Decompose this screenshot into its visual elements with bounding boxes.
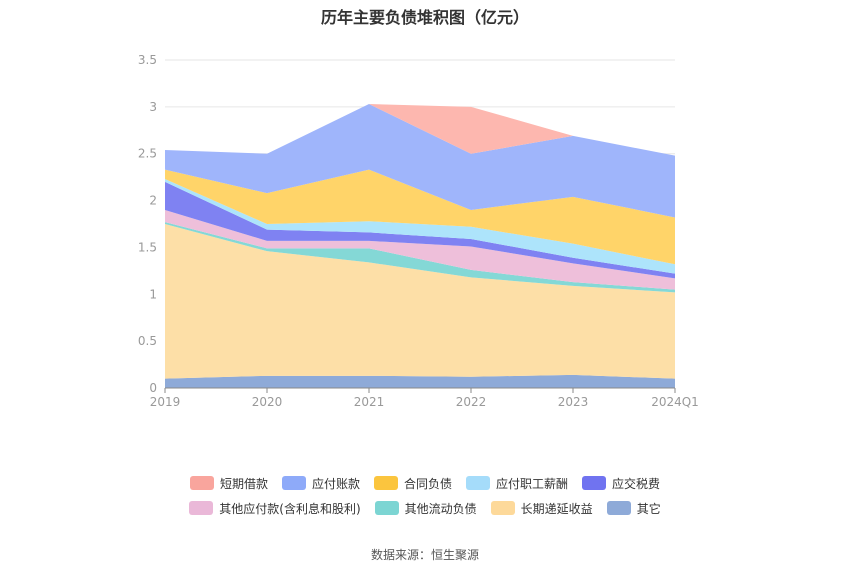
area-series xyxy=(165,104,675,218)
legend-swatch xyxy=(189,476,214,490)
legend-item[interactable]: 其他流动负债 xyxy=(374,500,477,517)
x-tick-label: 2022 xyxy=(456,395,487,409)
x-tick-label: 2019 xyxy=(150,395,181,409)
legend-row: 其他应付款(含利息和股利) 其他流动负债 长期递延收益 其它 xyxy=(0,497,850,519)
legend-swatch xyxy=(582,476,607,490)
legend-item[interactable]: 应付职工薪酬 xyxy=(466,475,568,492)
legend-swatch xyxy=(189,501,214,515)
x-tick-label: 2024Q1 xyxy=(651,395,699,409)
legend-label: 其他流动负债 xyxy=(404,501,477,516)
legend-swatch xyxy=(281,476,306,490)
legend-swatch xyxy=(373,476,398,490)
legend-label: 应付职工薪酬 xyxy=(496,476,569,491)
y-tick-label: 2 xyxy=(149,194,157,208)
legend-label: 应付账款 xyxy=(311,476,360,491)
chart-title: 历年主要负债堆积图（亿元） xyxy=(320,8,529,27)
x-tick-label: 2023 xyxy=(558,395,589,409)
area-series xyxy=(165,104,675,156)
area-series xyxy=(165,169,675,265)
y-tick-label: 1.5 xyxy=(138,240,157,254)
chart-legend: 短期借款 应付账款 合同负债 应付职工薪酬 应交税费 其他应付款(含利息和股利) 其他流动… xyxy=(0,472,850,522)
legend-item[interactable]: 应付账款 xyxy=(281,475,360,492)
legend-swatch xyxy=(606,501,631,515)
x-tick-label: 2021 xyxy=(354,395,385,409)
legend-item[interactable]: 其他应付款(含利息和股利) xyxy=(189,500,361,517)
area-series xyxy=(165,224,675,379)
legend-label: 其他应付款(含利息和股利) xyxy=(219,501,361,516)
area-series xyxy=(165,209,675,290)
data-source: 数据来源：恒生聚源 xyxy=(370,548,479,562)
legend-item[interactable]: 应交税费 xyxy=(582,475,660,492)
area-series xyxy=(165,374,675,388)
x-tick-label: 2020 xyxy=(252,395,283,409)
legend-swatch xyxy=(374,501,399,515)
legend-label: 其它 xyxy=(636,501,661,516)
y-tick-label: 3.5 xyxy=(138,53,157,67)
y-tick-label: 0.5 xyxy=(138,334,157,348)
y-tick-label: 3 xyxy=(149,100,157,114)
area-series xyxy=(165,181,675,279)
legend-label: 合同负债 xyxy=(403,476,452,491)
legend-swatch xyxy=(490,501,515,515)
legend-label: 短期借款 xyxy=(219,476,268,491)
y-tick-label: 0 xyxy=(149,381,157,395)
legend-item[interactable]: 合同负债 xyxy=(373,475,452,492)
legend-swatch xyxy=(466,476,490,490)
area-series xyxy=(165,179,675,274)
y-tick-label: 2.5 xyxy=(138,147,157,161)
legend-label: 长期递延收益 xyxy=(520,501,593,516)
legend-row: 短期借款 应付账款 合同负债 应付职工薪酬 应交税费 xyxy=(0,472,850,494)
legend-label: 应交税费 xyxy=(612,476,661,491)
y-tick-label: 1 xyxy=(149,287,157,301)
legend-item[interactable]: 其它 xyxy=(606,500,661,517)
legend-item[interactable]: 短期借款 xyxy=(189,475,268,492)
legend-item[interactable]: 长期递延收益 xyxy=(490,500,593,517)
